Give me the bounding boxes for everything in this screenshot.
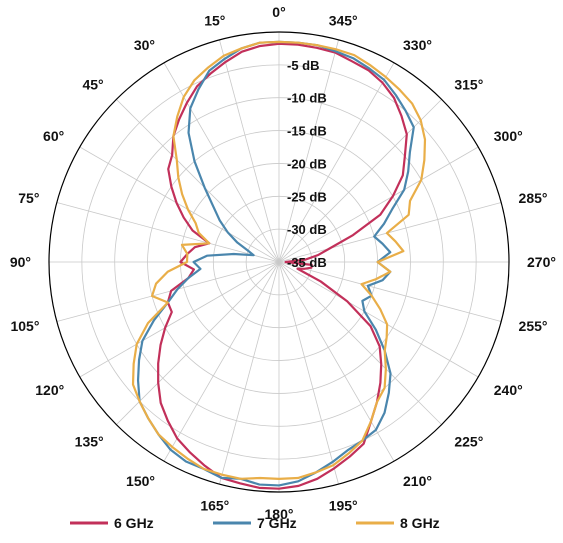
angle-tick-label: 195° xyxy=(329,498,358,514)
angle-tick-label: 45° xyxy=(82,77,103,93)
radial-tick-label: -30 dB xyxy=(287,222,327,237)
radial-tick-label: -20 dB xyxy=(287,156,327,171)
radial-tick-label: -5 dB xyxy=(287,58,320,73)
angle-tick-label: 75° xyxy=(18,190,39,206)
angle-tick-label: 285° xyxy=(519,190,548,206)
radial-tick-label: -35 dB xyxy=(287,255,327,270)
angle-tick-label: 15° xyxy=(204,12,225,28)
radial-tick-label: -10 dB xyxy=(287,91,327,106)
grid-spoke xyxy=(219,40,279,262)
grid-spoke xyxy=(57,202,279,262)
grid-spoke xyxy=(164,63,279,262)
angle-tick-label: 30° xyxy=(134,37,155,53)
legend-label: 7 GHz xyxy=(257,515,297,531)
grid-spoke xyxy=(116,99,279,262)
angle-tick-label: 255° xyxy=(519,318,548,334)
angle-tick-label: 90° xyxy=(10,254,31,270)
radial-tick-label: -25 dB xyxy=(287,189,327,204)
angle-tick-label: 345° xyxy=(329,12,358,28)
series-1-trace xyxy=(158,44,407,489)
angle-tick-label: 225° xyxy=(454,433,483,449)
angle-tick-label: 120° xyxy=(35,382,64,398)
angle-tick-label: 210° xyxy=(403,473,432,489)
angle-tick-label: 315° xyxy=(454,77,483,93)
angle-tick-label: 240° xyxy=(494,382,523,398)
grid-spoke xyxy=(219,262,279,484)
grid-spoke xyxy=(279,262,394,461)
grid-spoke xyxy=(279,262,442,425)
angle-tick-label: 165° xyxy=(200,498,229,514)
polar-grid xyxy=(49,32,509,492)
grid-spoke xyxy=(164,262,279,461)
legend-label: 6 GHz xyxy=(114,515,154,531)
angle-tick-label: 0° xyxy=(272,4,285,20)
radial-tick-label: -15 dB xyxy=(287,124,327,139)
angle-tick-label: 150° xyxy=(126,473,155,489)
legend: 6 GHz 7 GHz 8 GHz xyxy=(70,515,440,531)
angle-tick-label: 270° xyxy=(527,254,556,270)
grid-spoke xyxy=(279,262,478,377)
legend-label: 8 GHz xyxy=(400,515,440,531)
angle-tick-label: 60° xyxy=(43,128,64,144)
angle-tick-label: 300° xyxy=(494,128,523,144)
grid-spoke xyxy=(80,262,279,377)
angle-tick-label: 135° xyxy=(75,433,104,449)
angle-tick-label: 105° xyxy=(10,318,39,334)
grid-spoke xyxy=(116,262,279,425)
grid-spoke xyxy=(279,262,339,484)
grid-spoke xyxy=(80,147,279,262)
angle-tick-label: 330° xyxy=(403,37,432,53)
